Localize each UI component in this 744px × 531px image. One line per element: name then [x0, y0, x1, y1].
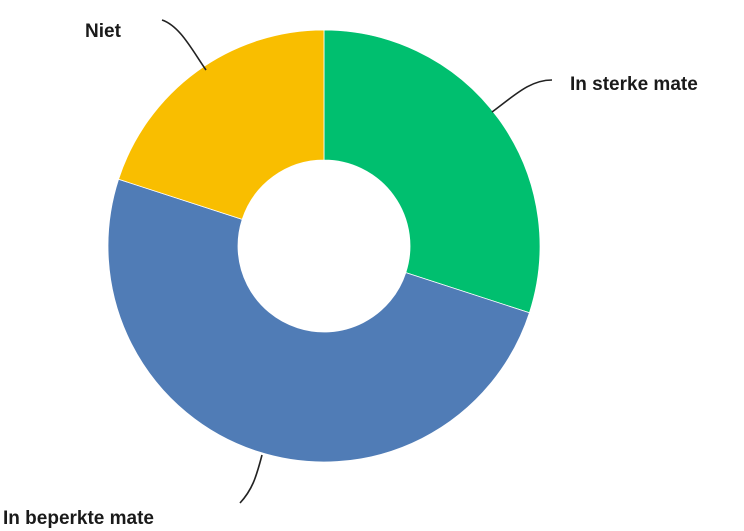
leader-line-in-sterke-mate: [491, 79, 553, 113]
slice-in-sterke-mate: [323, 29, 541, 314]
label-in-beperkte-mate: In beperkte mate: [3, 508, 154, 529]
donut-slices: [107, 29, 541, 463]
label-niet: Niet: [85, 21, 122, 42]
label-in-sterke-mate: In sterke mate: [570, 74, 698, 95]
leader-line-in-beperkte-mate: [239, 454, 263, 504]
leader-line-niet: [161, 19, 207, 71]
slice-labels: In sterke mate In beperkte mate Niet: [3, 21, 698, 529]
slice-in-beperkte-mate: [107, 178, 530, 463]
leader-lines: [161, 19, 553, 504]
slice-niet: [118, 29, 325, 220]
